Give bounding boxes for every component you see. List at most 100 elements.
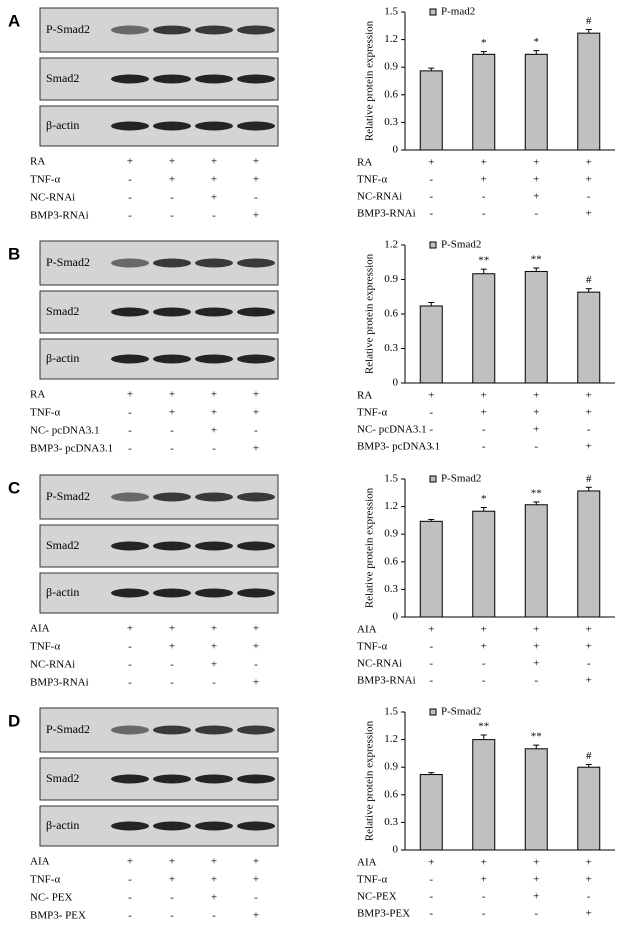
bar: [577, 766, 601, 851]
condition-sign: +: [481, 407, 487, 419]
significance: **: [531, 254, 542, 266]
blot-sign: -: [170, 443, 174, 455]
y-tick-label: 0: [393, 144, 399, 156]
blot-band: [195, 74, 233, 84]
blot-sign: +: [127, 156, 133, 168]
blot-band: [195, 307, 233, 317]
blot-sign: +: [169, 156, 175, 168]
blot-band: [237, 725, 275, 735]
condition-sign: -: [429, 441, 433, 453]
condition-sign: +: [586, 908, 592, 920]
condition-sign: -: [587, 424, 591, 436]
bar: [472, 273, 496, 384]
y-tick-label: 0.6: [384, 788, 398, 800]
blot-sign: -: [254, 192, 258, 204]
y-tick-label: 0.9: [384, 61, 398, 73]
condition-sign: +: [428, 390, 434, 402]
condition-sign: -: [482, 658, 486, 670]
condition-sign: +: [586, 407, 592, 419]
condition-sign: +: [533, 658, 539, 670]
blot-sign: -: [128, 192, 132, 204]
blot-band: [237, 354, 275, 364]
bar: [419, 70, 443, 151]
condition-name: TNF-α: [357, 641, 387, 653]
condition-sign: +: [586, 874, 592, 886]
blot-sign: +: [169, 641, 175, 653]
condition-name: NC- pcDNA3.1: [357, 424, 427, 436]
blot-band: [153, 307, 191, 317]
blot-sign: +: [211, 623, 217, 635]
blot-band: [111, 492, 149, 502]
condition-sign: -: [482, 191, 486, 203]
blot-band: [195, 354, 233, 364]
condition-name: BMP3-RNAi: [357, 208, 416, 220]
panel-letter: D: [8, 711, 20, 730]
band-label: β-actin: [46, 118, 79, 132]
blot-band: [111, 258, 149, 268]
blot-condition: NC-RNAi: [30, 192, 75, 204]
significance: **: [531, 488, 542, 500]
blot-band: [153, 121, 191, 131]
condition-sign: -: [587, 891, 591, 903]
condition-sign: +: [586, 441, 592, 453]
panel-letter: C: [8, 478, 20, 497]
condition-sign: +: [533, 874, 539, 886]
blot-band: [153, 74, 191, 84]
blot-sign: +: [169, 623, 175, 635]
y-tick-label: 1.5: [384, 473, 398, 485]
blot-sign: -: [128, 659, 132, 671]
legend-label: P-Smad2: [441, 239, 481, 251]
blot-sign: +: [211, 156, 217, 168]
blot-band: [111, 121, 149, 131]
significance: **: [531, 731, 542, 743]
condition-sign: +: [586, 208, 592, 220]
blot-sign: -: [128, 874, 132, 886]
condition-sign: -: [534, 208, 538, 220]
condition-sign: -: [429, 208, 433, 220]
blot-band: [195, 541, 233, 551]
bar: [524, 53, 548, 151]
blot-band: [153, 774, 191, 784]
y-tick-label: 1.2: [384, 239, 398, 251]
significance: #: [586, 15, 592, 27]
blot-sign: +: [211, 874, 217, 886]
blot-band: [153, 588, 191, 598]
band-label: Smad2: [46, 771, 79, 785]
condition-sign: -: [482, 891, 486, 903]
band-label: P-Smad2: [46, 22, 90, 36]
blot-sign: +: [253, 874, 259, 886]
y-tick-label: 0.3: [384, 816, 398, 828]
blot-sign: +: [253, 443, 259, 455]
blot-band: [237, 774, 275, 784]
condition-sign: +: [481, 641, 487, 653]
significance: **: [478, 255, 489, 267]
condition-sign: -: [429, 675, 433, 687]
bar: [524, 270, 548, 384]
condition-sign: -: [482, 441, 486, 453]
blot-sign: +: [211, 389, 217, 401]
condition-sign: +: [533, 641, 539, 653]
condition-sign: +: [586, 675, 592, 687]
condition-sign: +: [428, 857, 434, 869]
condition-sign: +: [586, 157, 592, 169]
blot-band: [237, 121, 275, 131]
condition-name: AIA: [357, 624, 377, 636]
legend-label: P-Smad2: [441, 706, 481, 718]
significance: #: [586, 274, 592, 286]
condition-sign: +: [533, 891, 539, 903]
y-tick-label: 0: [393, 377, 399, 389]
blot-band: [111, 541, 149, 551]
blot-sign: -: [212, 677, 216, 689]
blot-condition: RA: [30, 156, 45, 168]
blot-condition: BMP3-RNAi: [30, 210, 89, 222]
condition-sign: -: [587, 191, 591, 203]
condition-sign: -: [429, 908, 433, 920]
condition-name: BMP3- pcDNA3.1: [357, 441, 440, 453]
blot-sign: +: [253, 174, 259, 186]
blot-sign: -: [170, 910, 174, 922]
blot-band: [237, 588, 275, 598]
y-tick-label: 1.2: [384, 733, 398, 745]
y-tick-label: 0: [393, 611, 399, 623]
blot-band: [153, 725, 191, 735]
